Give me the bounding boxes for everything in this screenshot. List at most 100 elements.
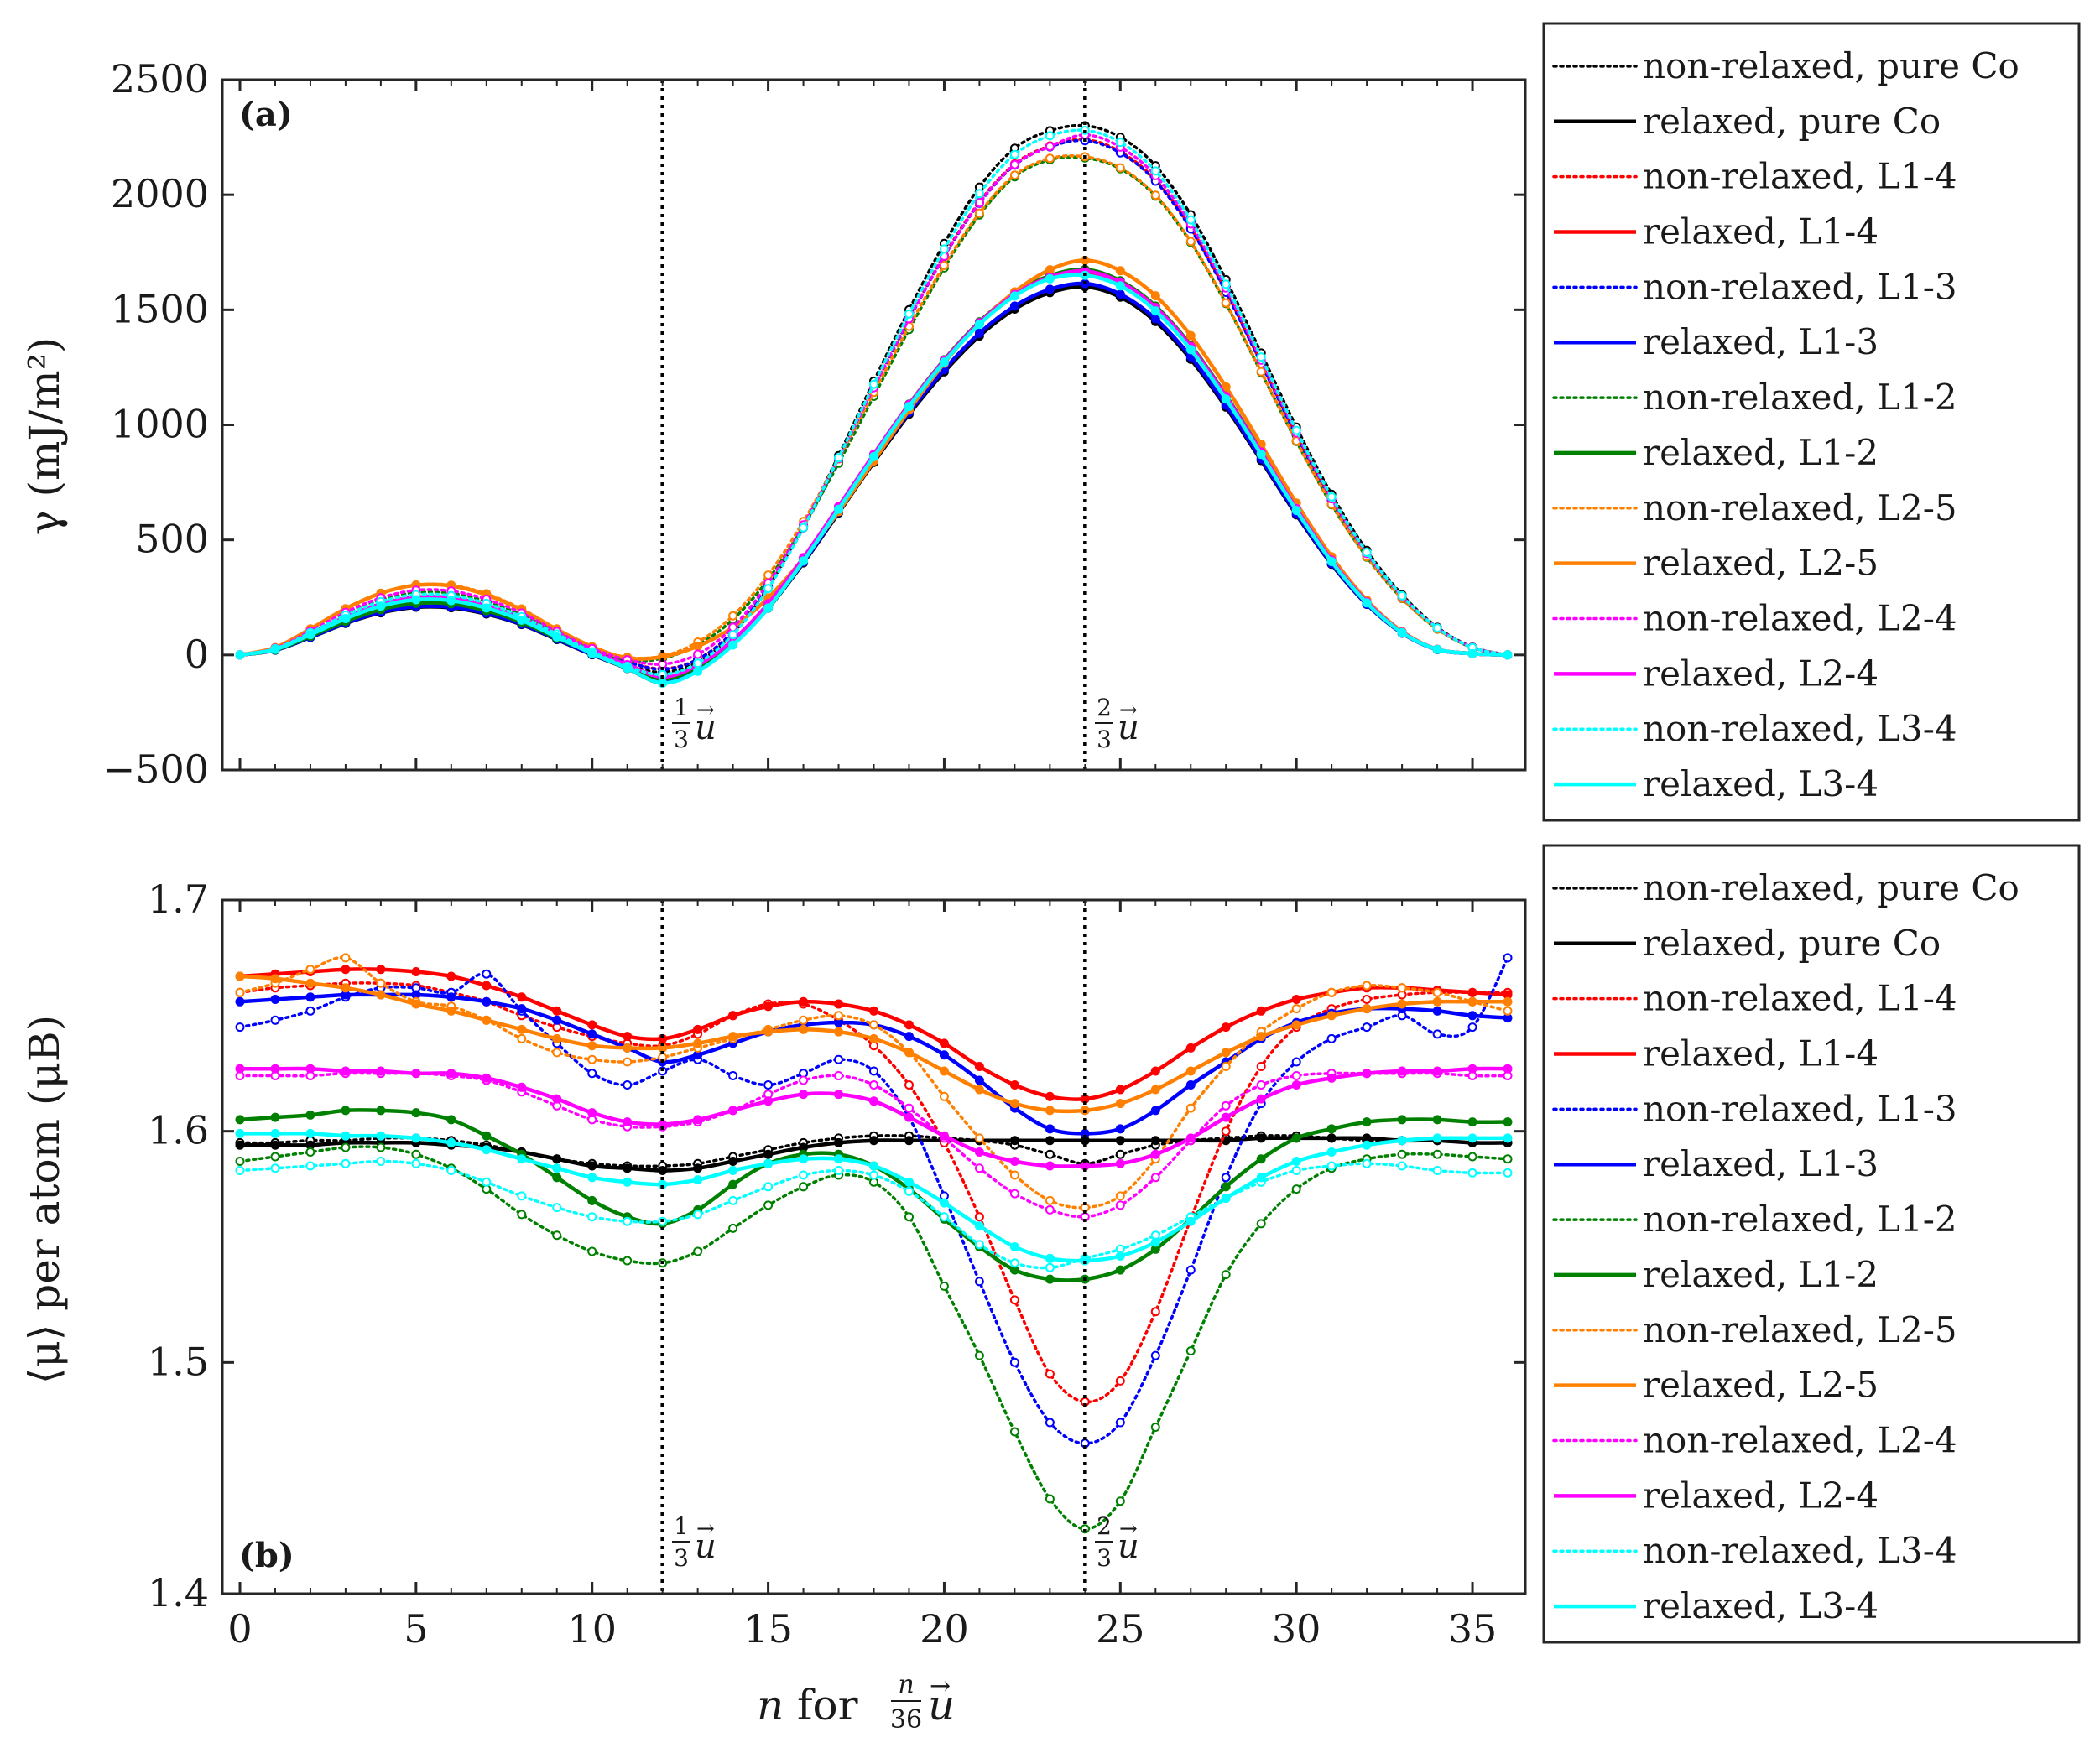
panel-b-point-non-relaxed-l2-5-0 (235, 987, 245, 997)
panel-b-vline-1-u: u (695, 1527, 717, 1566)
panel-b-point-non-relaxed-l1-2-36 (1503, 1154, 1513, 1164)
panel-b-point-non-relaxed-l2-5-8 (517, 1033, 527, 1043)
panel-b-point-relaxed-l2-4-19 (904, 1112, 914, 1122)
panel-b-point-relaxed-l2-5-13 (693, 1038, 703, 1048)
legend-a-label-non-relaxed-l1-4: non-relaxed, L1-4 (1643, 156, 1957, 197)
panel-b-point-non-relaxed-l1-2-23 (1045, 1494, 1055, 1504)
panel-a-point-relaxed-l3-4-12 (658, 678, 668, 688)
panel-b-point-non-relaxed-l1-3-18 (869, 1066, 878, 1076)
panel-b-point-relaxed-l1-3-21 (974, 1075, 984, 1085)
panel-a-point-non-relaxed-l2-4-13 (693, 649, 703, 659)
panel-b-point-relaxed-l2-5-7 (482, 1015, 492, 1025)
panel-b-point-relaxed-l2-4-23 (1045, 1161, 1055, 1171)
panel-b-point-relaxed-l1-3-10 (587, 1029, 597, 1039)
panel-a-ytick-label-5: 2000 (111, 171, 209, 216)
panel-b-series-group (235, 953, 1513, 1534)
panel-b-point-relaxed-l1-4-4 (376, 965, 386, 975)
panel-b-point-non-relaxed-l3-4-0 (235, 1166, 245, 1175)
panel-b-xtick-label-35: 35 (1448, 1606, 1498, 1652)
panel-a-point-relaxed-l3-4-30 (1291, 506, 1301, 516)
panel-a-point-non-relaxed-l2-5-14 (728, 611, 738, 621)
panel-a-vline-1-u: u (695, 709, 717, 747)
panel-a-point-relaxed-l3-4-20 (939, 357, 949, 367)
panel-a-point-non-relaxed-l3-4-14 (728, 630, 738, 640)
panel-b-point-non-relaxed-l1-4-23 (1045, 1369, 1055, 1379)
panel-a: −500 0 500 1000 1500 2000 2500 (a) 1 3 u → 2 3… (20, 56, 1527, 792)
panel-b-point-relaxed-pure-co-26 (1150, 1136, 1160, 1146)
panel-b-point-relaxed-l2-4-6 (446, 1069, 456, 1079)
x-axis-label: n for n 36 u → (757, 1670, 955, 1735)
panel-a-point-relaxed-l2-5-25 (1115, 266, 1125, 276)
panel-b-ytick-label-1: 1.5 (148, 1339, 209, 1384)
panel-b-point-non-relaxed-l1-4-32 (1362, 995, 1372, 1004)
panel-b-point-relaxed-pure-co-13 (693, 1163, 703, 1173)
panel-b-point-non-relaxed-l1-4-21 (974, 1212, 984, 1222)
panel-b-point-relaxed-l1-4-9 (552, 1006, 562, 1016)
panel-b-point-relaxed-l1-4-15 (763, 1001, 774, 1012)
panel-a-point-relaxed-l3-4-4 (376, 601, 386, 611)
panel-a-point-relaxed-l3-4-2 (305, 630, 315, 640)
panel-b-xtick-label-10: 10 (567, 1606, 617, 1652)
panel-b-point-relaxed-l3-4-28 (1221, 1194, 1231, 1204)
panel-b-point-relaxed-pure-co-19 (904, 1136, 914, 1146)
panel-b-point-relaxed-l1-2-28 (1221, 1182, 1231, 1192)
panel-b-point-relaxed-l3-4-23 (1045, 1253, 1055, 1263)
panel-b-point-relaxed-l3-4-4 (376, 1131, 386, 1141)
panel-a-point-relaxed-l3-4-28 (1221, 394, 1231, 404)
panel-b-point-relaxed-pure-co-23 (1045, 1136, 1055, 1146)
panel-b-point-relaxed-l2-4-26 (1150, 1149, 1160, 1159)
panel-b-point-relaxed-l2-5-33 (1397, 999, 1407, 1009)
panel-b-point-relaxed-l2-5-31 (1326, 1011, 1337, 1021)
panel-b-point-relaxed-l1-3-6 (446, 992, 456, 1002)
panel-b-point-relaxed-l2-5-34 (1432, 996, 1442, 1007)
panel-a-vline-2-num: 2 (1097, 694, 1112, 721)
panel-a-point-relaxed-l2-5-13 (693, 641, 703, 651)
panel-a-point-non-relaxed-l3-4-17 (834, 453, 843, 463)
panel-b-point-non-relaxed-l1-2-27 (1185, 1346, 1196, 1356)
panel-b-point-relaxed-l3-4-30 (1291, 1157, 1301, 1166)
panel-b-point-non-relaxed-l2-5-28 (1221, 1062, 1231, 1071)
panel-b-point-relaxed-l1-3-7 (482, 996, 492, 1007)
panel-a-vline-2-den: 3 (1097, 726, 1112, 753)
panel-b-point-relaxed-pure-co-9 (552, 1154, 562, 1164)
legend-a-label-relaxed-l2-5: relaxed, L2-5 (1643, 543, 1879, 584)
panel-b-ytick-label-3: 1.7 (148, 877, 209, 922)
panel-b-point-relaxed-l2-5-35 (1467, 996, 1477, 1007)
panel-b-point-non-relaxed-l1-3-7 (482, 969, 492, 979)
panel-b-point-relaxed-l3-4-1 (270, 1128, 280, 1138)
legend-a-label-non-relaxed-l3-4: non-relaxed, L3-4 (1643, 708, 1957, 749)
legend-b-label-non-relaxed-l2-4: non-relaxed, L2-4 (1643, 1420, 1957, 1461)
legend-b-label-relaxed-l3-4: relaxed, L3-4 (1643, 1585, 1879, 1626)
panel-b-point-non-relaxed-l1-3-21 (974, 1277, 984, 1287)
panel-b-point-relaxed-l1-2-30 (1291, 1133, 1301, 1143)
panel-b-point-non-relaxed-l2-5-30 (1291, 1004, 1301, 1014)
legend-b-label-relaxed-l1-2: relaxed, L1-2 (1643, 1254, 1879, 1295)
panel-b-vline-2-label: 2 3 u → (1095, 1512, 1139, 1572)
panel-b-series-non-relaxed-l3-4 (235, 1157, 1513, 1272)
legend-a-entry-relaxed-pure-co: relaxed, pure Co (1554, 101, 1941, 142)
panel-b-point-non-relaxed-l1-2-19 (904, 1212, 914, 1222)
panel-b-point-relaxed-l1-3-2 (305, 992, 315, 1002)
panel-b-point-relaxed-l1-4-26 (1150, 1066, 1160, 1076)
panel-a-point-relaxed-l2-5-27 (1185, 330, 1196, 341)
panel-a-series-group (235, 121, 1513, 688)
panel-b-point-non-relaxed-l3-4-31 (1326, 1161, 1337, 1171)
panel-b-point-non-relaxed-l1-3-28 (1221, 1173, 1231, 1183)
panel-b-point-relaxed-l1-2-5 (411, 1108, 421, 1118)
panel-b-point-non-relaxed-l2-5-31 (1326, 987, 1337, 997)
panel-b-point-relaxed-l2-4-10 (587, 1108, 597, 1118)
panel-b-point-relaxed-l3-4-19 (904, 1177, 914, 1187)
panel-b-point-non-relaxed-l2-4-23 (1045, 1204, 1055, 1215)
panel-b-point-relaxed-l3-4-34 (1432, 1133, 1442, 1143)
panel-b-point-relaxed-l2-4-8 (517, 1082, 527, 1092)
panel-b-point-non-relaxed-l1-3-23 (1045, 1418, 1055, 1428)
panel-a-point-non-relaxed-l2-5-29 (1256, 367, 1266, 377)
panel-a-point-non-relaxed-l3-4-19 (904, 309, 914, 319)
panel-a-point-relaxed-l3-4-13 (693, 666, 703, 676)
panel-b-point-relaxed-pure-co-29 (1256, 1133, 1266, 1143)
panel-b-point-non-relaxed-l1-3-1 (270, 1015, 280, 1025)
panel-a-point-relaxed-l3-4-3 (341, 614, 351, 623)
panel-b-point-relaxed-l2-4-14 (728, 1106, 738, 1116)
panel-b-point-relaxed-l3-4-3 (341, 1131, 351, 1141)
panel-b-point-relaxed-l3-4-11 (623, 1177, 633, 1187)
